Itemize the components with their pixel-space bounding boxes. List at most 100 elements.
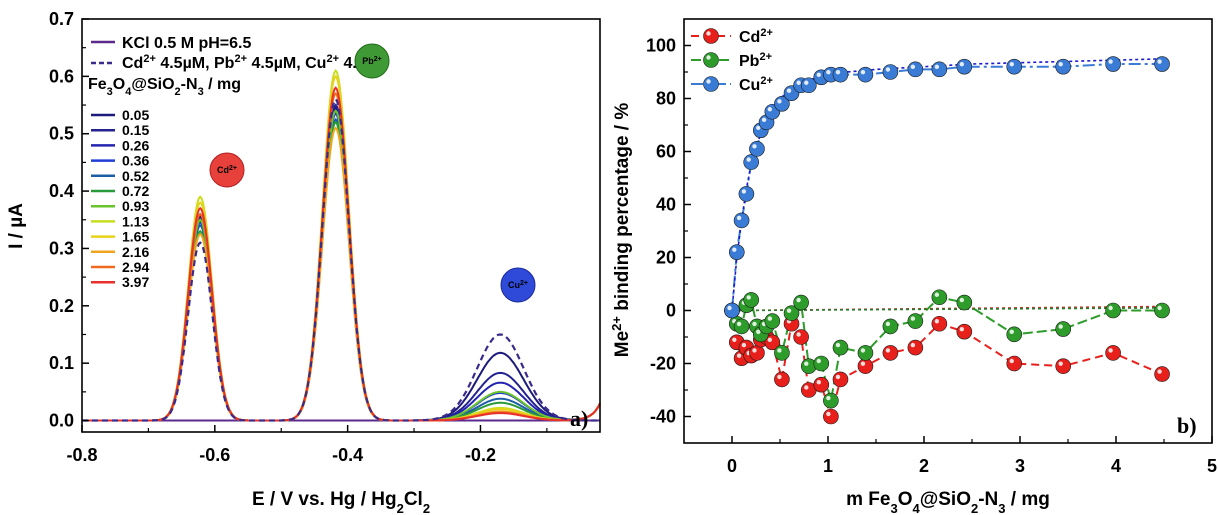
point-highlight [959,61,965,67]
panel-a-ytick-label: 0.2 [49,296,74,316]
point-highlight [934,64,940,70]
point-pb [793,294,809,311]
point-highlight [736,215,742,221]
point-highlight [934,319,940,324]
point-highlight [910,342,916,348]
point-highlight [767,337,773,342]
point-pb [813,355,830,372]
series-line-cu [731,63,1163,311]
legend-marker-cu [703,76,719,92]
legend-label-mass: 0.72 [122,183,149,199]
point-cu [1105,56,1121,72]
point-highlight [1009,358,1014,364]
legend-label-mass: 3.97 [122,274,149,290]
point-highlight [804,361,809,366]
legend-label-mass: 1.13 [122,213,149,229]
legend-marker-cd [703,28,719,44]
legend-marker-highlight [706,31,711,36]
panel-b-points [724,56,1170,425]
point-pb [733,318,750,335]
point-highlight [910,316,916,321]
panel-b-ylabel: Me2+ binding percentage / % [609,103,634,358]
point-cu [931,61,948,78]
panel-b-xtick-label: 4 [1111,456,1121,476]
panel-b-ytick-label: -40 [650,407,676,427]
legend-label-mass: 0.93 [122,198,149,214]
panel-a-ytick-label: 0.1 [49,353,74,373]
point-pb [764,313,781,329]
point-pb [743,292,760,308]
point-highlight [786,88,792,93]
legend-label-mass: 0.36 [122,153,149,169]
panel-b-ytick-label: 100 [646,36,676,56]
badge-cd-circle [209,152,245,188]
point-cd [774,371,790,388]
point-cu [882,64,899,80]
panel-a-ytick-label: 0.6 [49,66,74,86]
point-cd [956,323,973,340]
point-cd [793,329,809,345]
point-pb [774,345,790,361]
panel-b-ytick-label: 20 [656,248,676,268]
point-cu [733,212,750,229]
panel-b-ytick-label: 80 [656,89,676,109]
point-cu [743,154,760,170]
point-highlight [746,295,751,300]
point-highlight [741,189,747,194]
point-pb [956,294,973,311]
point-cd [813,376,830,393]
panel-b-legend: Cd2+ Pb2+ Cu2+ [691,27,773,94]
badge-pb-circle [354,43,390,79]
point-highlight [826,69,831,75]
point-cu [907,61,924,78]
point-highlight [727,305,732,311]
panel-a-ylabel: I / µA [6,203,27,249]
point-pb [882,318,899,335]
legend-marker-highlight [706,79,711,84]
point-highlight [860,69,866,75]
legend-label-mass: 0.15 [122,122,149,138]
point-highlight [756,125,761,130]
curve-reference [82,97,600,422]
legend-label-cu: Cu2+ [739,75,773,94]
panel-a-ytick-label: 0.7 [49,9,74,29]
point-highlight [816,380,821,385]
point-highlight [860,348,866,353]
point-highlight [816,72,821,78]
point-highlight [885,321,891,327]
point-highlight [741,342,747,348]
point-pb [1154,302,1170,319]
panel-a-xlabel-text: E / V vs. Hg / Hg [252,489,397,510]
point-highlight [804,385,809,390]
point-highlight [777,374,782,380]
panel-a-voltammogram: -0.8 -0.6 -0.4 -0.2 0.0 0.1 0.2 0.3 0.4 0.5 0.6 0.7… [6,9,601,515]
panel-a-xtick-label: -0.6 [199,445,230,465]
panel-b-ytick-label: 40 [656,195,676,215]
point-pb [907,313,924,329]
point-cd [823,408,839,425]
point-highlight [826,395,831,401]
point-highlight [761,117,767,123]
point-pb [823,392,839,409]
point-pb [931,289,948,306]
point-highlight [1058,61,1063,67]
legend-header-mass: Fe3O4@SiO2-N3 / mg [88,76,241,98]
panel-b-ytick-label: 60 [656,142,676,162]
panel-b-fits [731,58,1165,421]
point-cu [1154,56,1170,72]
point-cd [832,371,849,388]
point-highlight [732,247,737,252]
legend-label-mass: 2.16 [122,244,149,260]
point-highlight [835,374,841,380]
badge-cd: Cd2+ [209,152,245,188]
point-highlight [1108,59,1113,64]
point-highlight [786,308,792,313]
point-cd [907,339,924,356]
point-highlight [885,348,891,353]
legend-marker-pb [703,52,719,68]
point-pb [1006,326,1023,343]
point-cd [882,345,899,361]
panel-a-xlabel: E / V vs. Hg / Hg2Cl2 [252,489,430,515]
point-highlight [1157,369,1162,374]
point-highlight [835,69,841,75]
